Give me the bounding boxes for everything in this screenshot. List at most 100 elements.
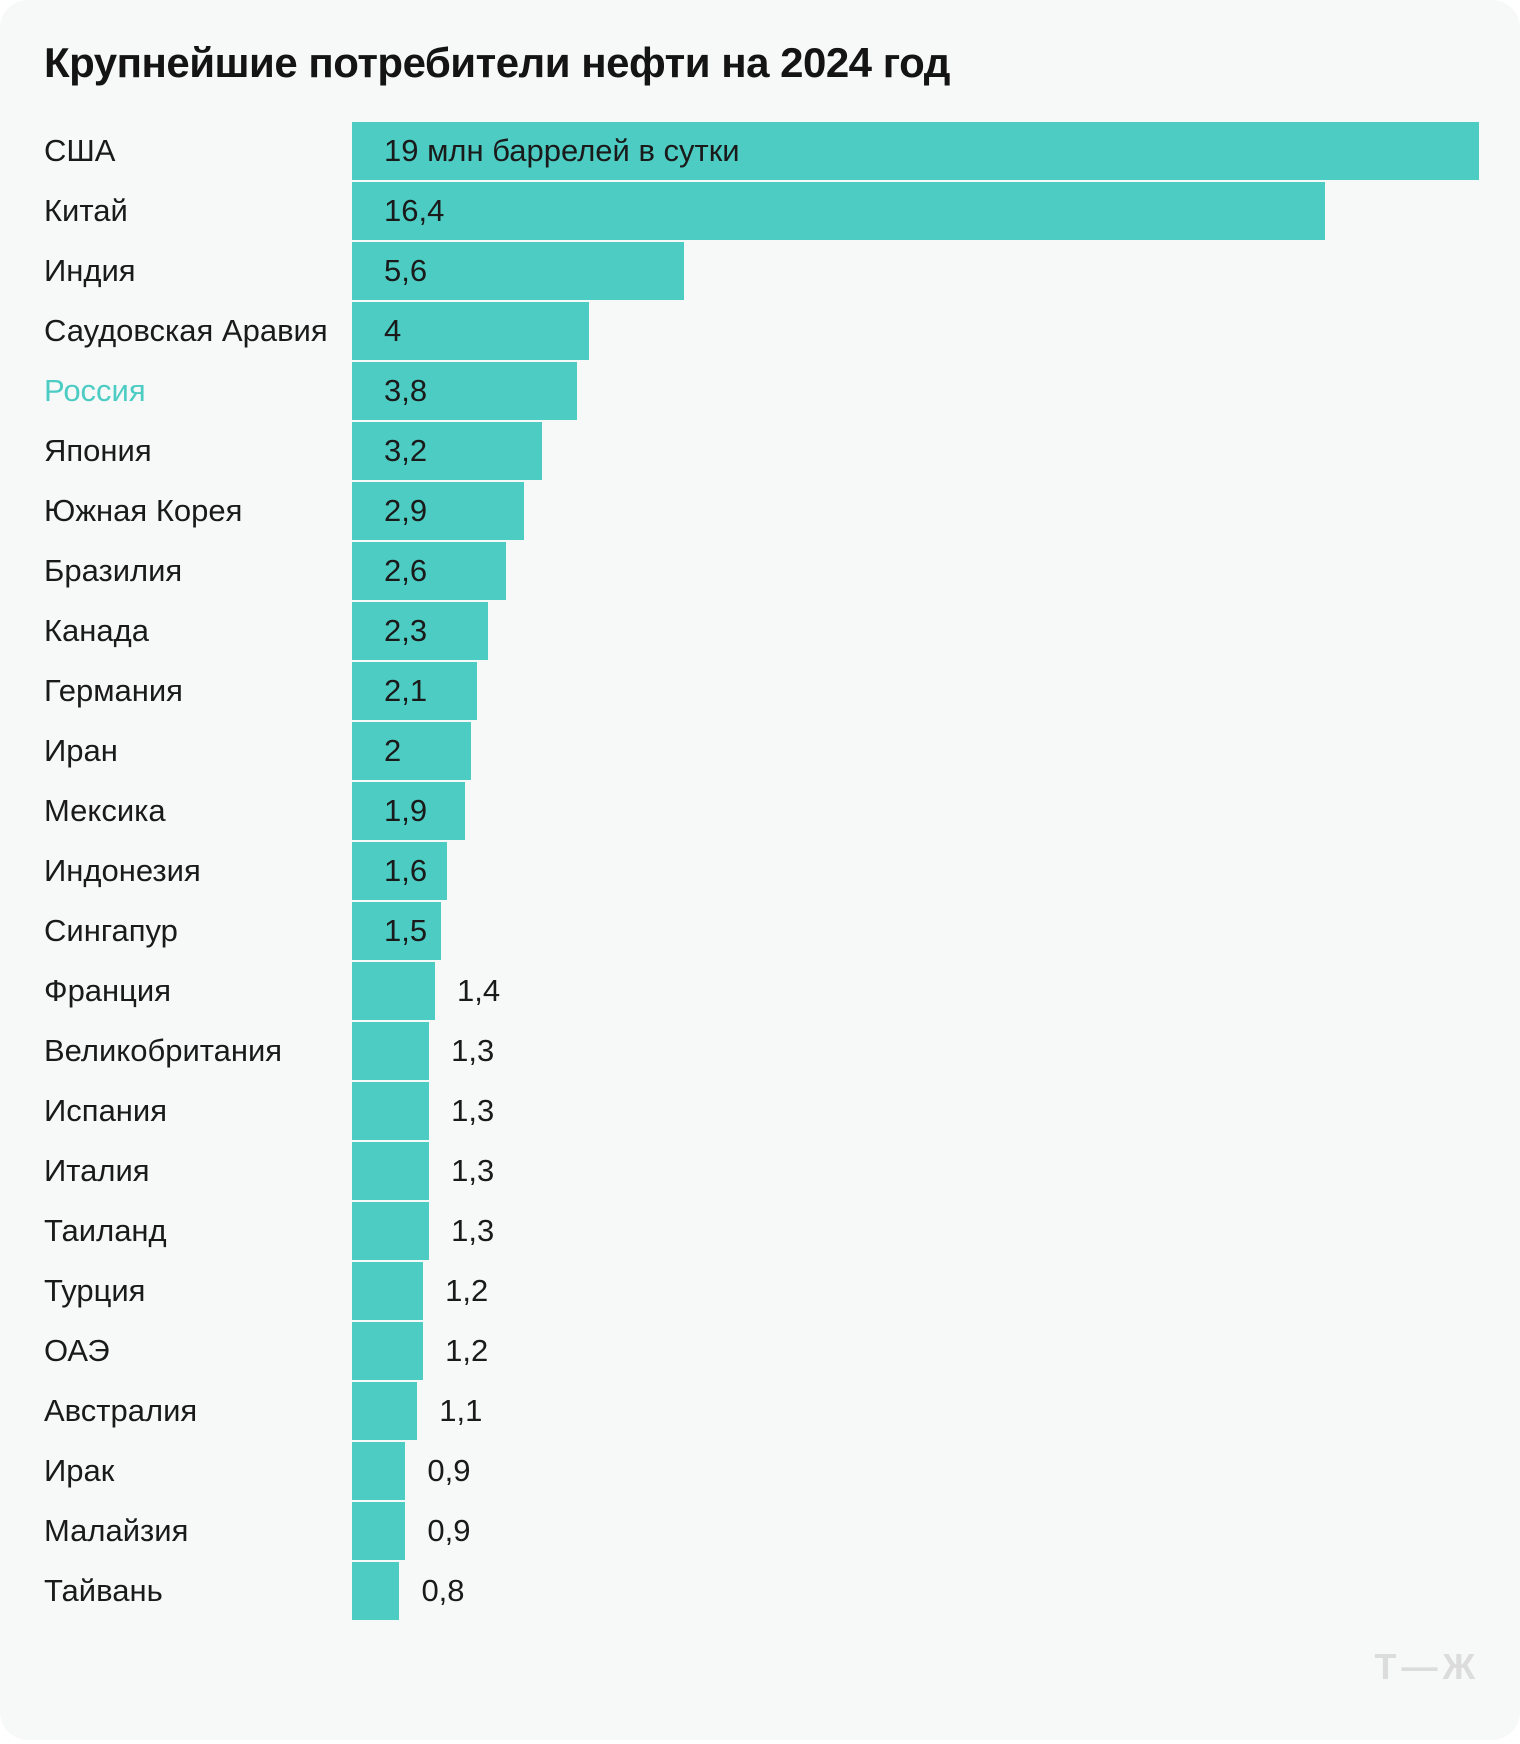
bar-area: 0,8 [352,1562,1479,1621]
country-label: Сингапур [44,913,178,949]
country-label: Россия [44,373,146,409]
country-label: Тайвань [44,1573,163,1609]
value-label: 2,3 [384,613,428,649]
value-label: 1,4 [457,973,501,1009]
bar-area: 5,6 [352,242,1479,301]
bar-area: 0,9 [352,1442,1479,1501]
bar-area: 2 [352,722,1479,781]
value-bar [352,302,590,361]
value-label: 1,3 [451,1033,495,1069]
value-bar [352,482,525,541]
chart-row: Иран 2 [44,722,1479,781]
chart-row: Великобритания 1,3 [44,1022,1479,1081]
bar-area: 2,9 [352,482,1479,541]
country-label: Индонезия [44,853,201,889]
country-label: Мексика [44,793,166,829]
value-label: 2,9 [384,493,428,529]
bar-area: 1,1 [352,1382,1479,1441]
bar-area: 3,8 [352,362,1479,421]
chart-row: Саудовская Аравия 4 [44,302,1479,361]
value-label: 2 [384,733,402,769]
country-label: Турция [44,1273,146,1309]
value-bar [352,182,1325,241]
country-label: Иран [44,733,118,769]
country-label: Испания [44,1093,168,1129]
value-bar [352,902,441,961]
chart-row: Индия 5,6 [44,242,1479,301]
value-label: 1,3 [451,1153,495,1189]
value-bar [352,962,436,1021]
chart-title: Крупнейшие потребители нефти на 2024 год [44,39,950,86]
value-bar [352,362,578,421]
country-label: Таиланд [44,1213,167,1249]
bar-area: 1,3 [352,1082,1479,1141]
value-bar [352,1202,430,1261]
bar-area: 1,9 [352,782,1479,841]
chart-row: Сингапур 1,5 [44,902,1479,961]
bar-area: 2,6 [352,542,1479,601]
country-label: ОАЭ [44,1333,110,1369]
value-label: 1,3 [451,1093,495,1129]
bar-area: 4 [352,302,1479,361]
value-label: 2,1 [384,673,428,709]
value-bar [352,542,507,601]
bar-area: 1,5 [352,902,1479,961]
chart-row: Италия 1,3 [44,1142,1479,1201]
bar-area: 1,2 [352,1322,1479,1381]
value-bar [352,662,477,721]
value-bar [352,842,447,901]
chart-row: Бразилия 2,6 [44,542,1479,601]
chart-row: Австралия 1,1 [44,1382,1479,1441]
chart-row: Франция 1,4 [44,962,1479,1021]
value-label: 3,8 [384,373,428,409]
bar-area: 1,3 [352,1022,1479,1081]
value-label: 1,9 [384,793,428,829]
country-label: Япония [44,433,152,469]
value-bar [352,1322,424,1381]
value-bar [352,1022,430,1081]
bar-area: 3,2 [352,422,1479,481]
bar-area: 1,6 [352,842,1479,901]
value-label: 4 [384,313,402,349]
value-label: 0,9 [427,1453,471,1489]
value-label: 1,2 [445,1273,489,1309]
chart-row: Южная Корея 2,9 [44,482,1479,541]
value-bar [352,722,471,781]
value-label: 1,2 [445,1333,489,1369]
value-bar [352,602,489,661]
country-label: Южная Корея [44,493,243,529]
value-bar [352,1442,406,1501]
value-label: 5,6 [384,253,428,289]
value-label: 16,4 [384,193,445,229]
value-bar [352,1142,430,1201]
country-label: Малайзия [44,1513,189,1549]
value-bar [352,1562,400,1621]
value-label: 0,8 [421,1573,465,1609]
bar-area: 2,1 [352,662,1479,721]
value-label: 2,6 [384,553,428,589]
chart-row: Тайвань 0,8 [44,1562,1479,1621]
bar-area: 1,3 [352,1202,1479,1261]
value-label: 0,9 [427,1513,471,1549]
value-label: 3,2 [384,433,428,469]
tj-logo: Т—Ж [1374,1646,1480,1687]
country-label: Канада [44,613,149,649]
country-label: США [44,133,116,169]
value-bar [352,1502,406,1561]
country-label: Германия [44,673,183,709]
value-label: 19 млн баррелей в сутки [384,133,740,169]
chart-row: Ирак 0,9 [44,1442,1479,1501]
value-label: 1,6 [384,853,428,889]
chart-row: Китай 16,4 [44,182,1479,241]
chart-row: Германия 2,1 [44,662,1479,721]
value-bar [352,1082,430,1141]
value-bar [352,242,685,301]
value-label: 1,1 [439,1393,483,1429]
chart-row: Япония 3,2 [44,422,1479,481]
chart-row: Малайзия 0,9 [44,1502,1479,1561]
chart-row: США 19 млн баррелей в сутки [44,122,1479,181]
country-label: Бразилия [44,553,183,589]
value-bar [352,122,1479,181]
bar-area: 1,4 [352,962,1479,1021]
